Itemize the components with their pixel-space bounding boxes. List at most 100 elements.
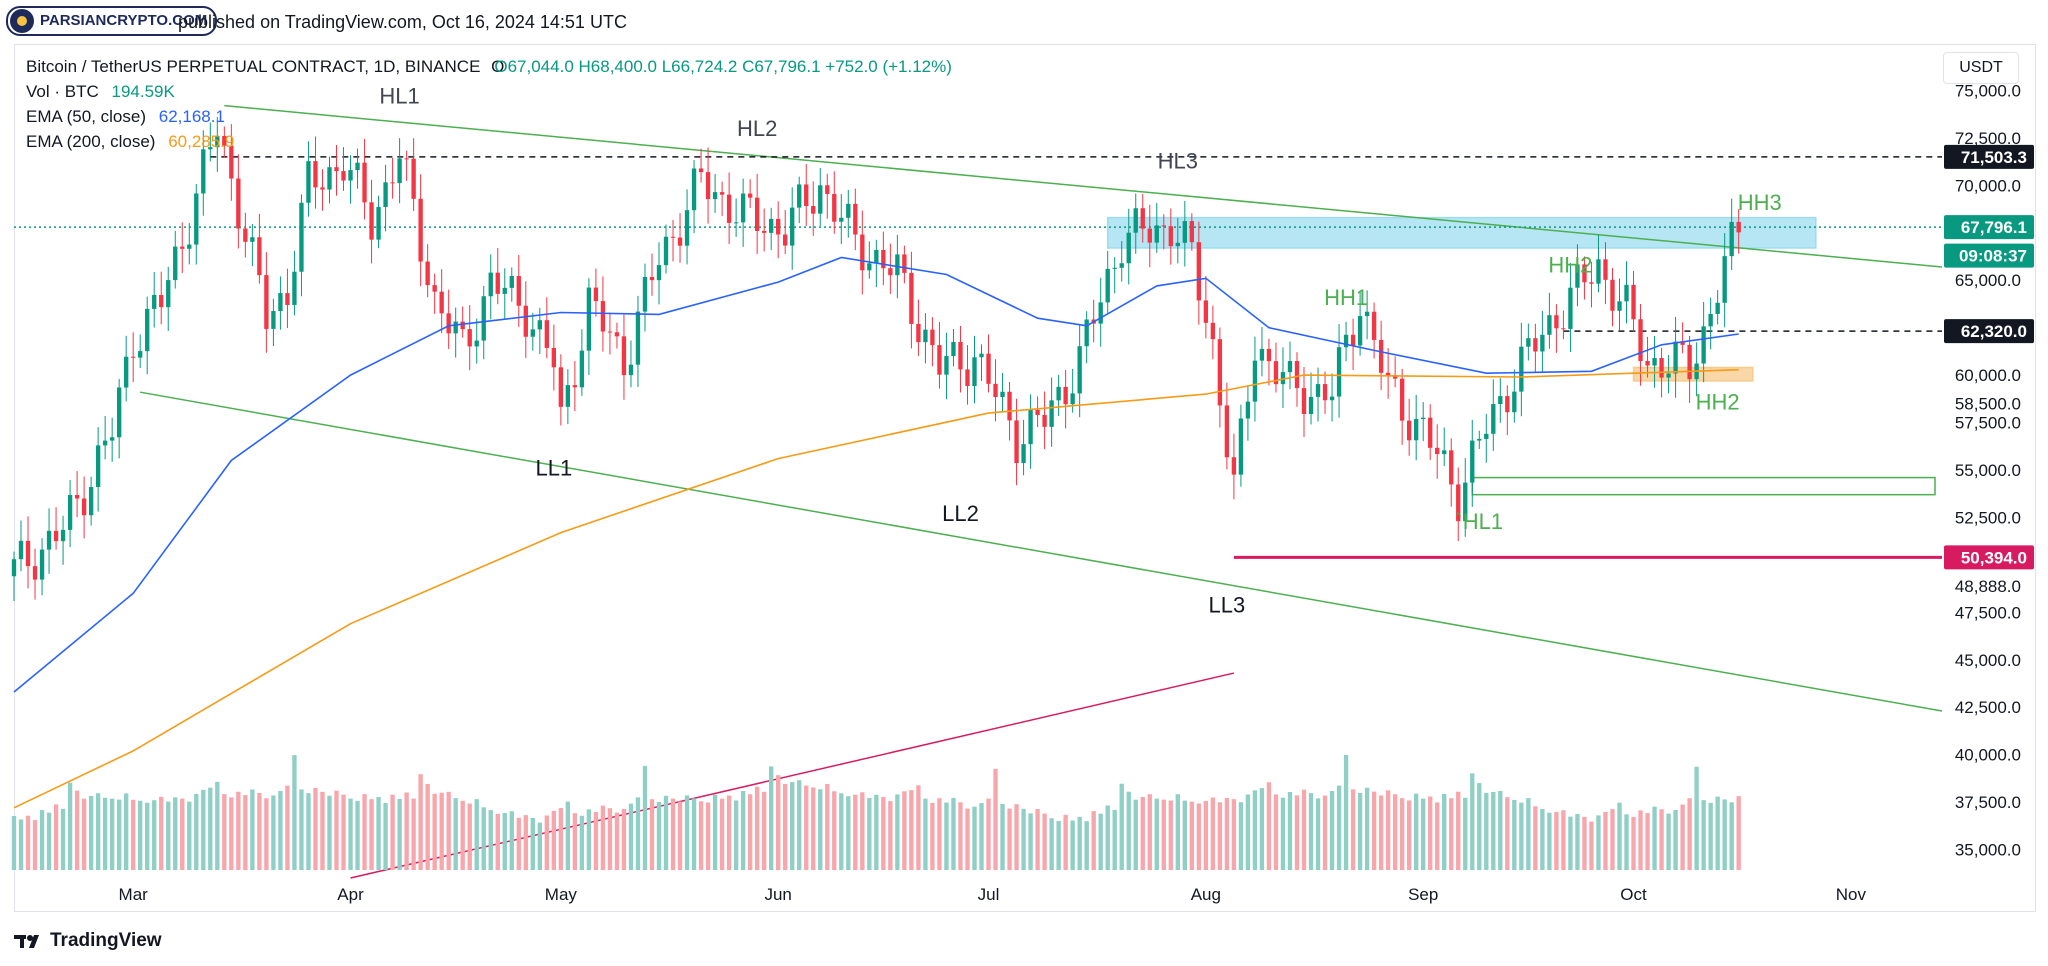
volume-bar [1491, 791, 1496, 870]
volume-bar [102, 797, 108, 870]
candle [958, 341, 963, 370]
volume-bar [1399, 798, 1405, 870]
y-tick-label: 40,000.0 [1955, 746, 2021, 765]
candle [993, 383, 998, 398]
y-tick-label: 75,000.0 [1955, 81, 2021, 100]
volume-bar [867, 798, 872, 870]
volume-bar [215, 781, 220, 870]
candle [1126, 232, 1131, 264]
candle [1070, 393, 1075, 405]
volume-bar [705, 802, 711, 870]
volume-bar [145, 802, 150, 870]
candle [222, 136, 227, 146]
ema200-line [13, 368, 1739, 809]
volume-bar [1357, 793, 1363, 870]
volume-bar [1673, 810, 1678, 870]
y-tick-label: 45,000.0 [1955, 651, 2021, 670]
candle [1231, 457, 1237, 475]
volume-bar [1449, 798, 1454, 870]
candle [201, 149, 206, 194]
volume-bar [1470, 773, 1475, 870]
volume-bar [495, 813, 500, 870]
legend-ema50-row[interactable]: EMA (50, close) 62,168.1 [26, 104, 952, 129]
volume-bar [60, 808, 66, 870]
candle [733, 222, 739, 224]
price-badge-label: 71,503.3 [1961, 148, 2027, 167]
price-badge [1944, 243, 2034, 268]
legend-volume-label: Vol · BTC [26, 82, 99, 101]
candle [1505, 396, 1510, 413]
candle [1392, 375, 1398, 379]
volume-bar [621, 809, 627, 870]
price-badge [1944, 545, 2034, 570]
volume-bar [1336, 785, 1342, 870]
volume-bar [362, 794, 367, 870]
candle [1638, 319, 1643, 362]
candle [607, 331, 613, 333]
volume-bar [804, 785, 809, 870]
legend-symbol[interactable]: Bitcoin / TetherUS PERPETUAL CONTRACT, 1… [26, 57, 481, 76]
volume-bar [1126, 791, 1131, 870]
candle [593, 287, 599, 302]
candle [173, 246, 178, 281]
chart-frame[interactable] [14, 44, 2036, 912]
volume-bar [131, 799, 136, 870]
candle [397, 158, 402, 184]
candle [867, 263, 872, 271]
candle [1203, 300, 1209, 323]
candle [467, 329, 472, 347]
volume-bar [1322, 795, 1328, 870]
legend-ema200-row[interactable]: EMA (200, close) 60,285.9 [26, 129, 952, 154]
volume-bar [481, 807, 486, 870]
price-badge [1944, 144, 2034, 169]
candle [1603, 259, 1608, 280]
legend-volume-row[interactable]: Vol · BTC 194.59K [26, 79, 952, 104]
volume-bar [1203, 800, 1209, 870]
volume-bar [1042, 813, 1047, 870]
candle [1484, 433, 1489, 439]
candle [1687, 344, 1692, 380]
volume-bar [1533, 806, 1538, 870]
volume-bar [474, 799, 479, 870]
volume-bar [39, 810, 45, 870]
volume-bar [25, 815, 31, 870]
candle [614, 332, 620, 337]
volume-bar [194, 793, 199, 870]
x-tick-label: Oct [1620, 885, 1647, 904]
volume-bar [916, 785, 921, 870]
volume-bar [1561, 810, 1566, 870]
candle [1154, 225, 1159, 243]
volume-bar [488, 810, 493, 870]
candle [874, 249, 879, 264]
candle [67, 495, 73, 530]
candle [439, 291, 444, 314]
candle [951, 341, 956, 357]
volume-bar [11, 816, 17, 870]
candle [1519, 346, 1524, 392]
volume-bar [1112, 809, 1117, 870]
volume-bar [453, 798, 458, 870]
annotation-label: HL1 [379, 84, 419, 109]
volume-bar [1526, 798, 1531, 870]
volume-bar [1252, 790, 1258, 870]
footer-brand[interactable]: TradingView [14, 930, 162, 952]
candle [453, 321, 458, 334]
volume-bar [691, 798, 697, 870]
volume-bar [404, 792, 409, 870]
volume-bar [306, 793, 311, 870]
candle [488, 272, 493, 297]
candle [1610, 279, 1615, 311]
candle [404, 158, 409, 160]
candle [1491, 404, 1496, 434]
candle [1554, 315, 1559, 329]
volume-bar [1638, 810, 1643, 870]
candle [530, 329, 535, 337]
currency-selector[interactable]: USDT [1943, 52, 2019, 84]
volume-bar [1217, 802, 1223, 870]
volume-bar [1568, 816, 1573, 870]
volume-bar [1105, 805, 1110, 870]
candle [1414, 419, 1419, 441]
volume-bar [369, 799, 374, 870]
candle [208, 147, 213, 150]
